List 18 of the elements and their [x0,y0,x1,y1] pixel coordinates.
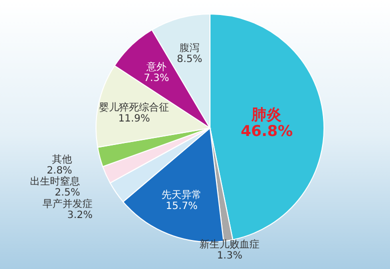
slice-label: 肺炎 [250,105,282,124]
data-label: 2.5% [54,188,80,199]
data-label: 11.9% [118,113,150,124]
data-label: 2.8% [46,165,72,176]
slice-label: 意外 [145,60,166,73]
data-label: 46.8% [240,122,293,140]
data-label: 15.7% [166,201,198,212]
slice-label: 早产并发症 [42,198,93,210]
slice-label: 先天异常 [162,189,202,202]
slice-label: 婴儿猝死综合征 [99,101,170,114]
data-label: 1.3% [216,250,242,262]
slice-label: 其他 [52,153,72,166]
data-label: 8.5% [176,54,202,66]
slice-label: 出生时窒息 [30,176,80,188]
data-label: 7.3% [144,72,170,84]
slice-label: 腹泻 [180,42,200,54]
data-label: 3.2% [67,210,93,221]
slice-label: 新生儿败血症 [200,238,260,251]
